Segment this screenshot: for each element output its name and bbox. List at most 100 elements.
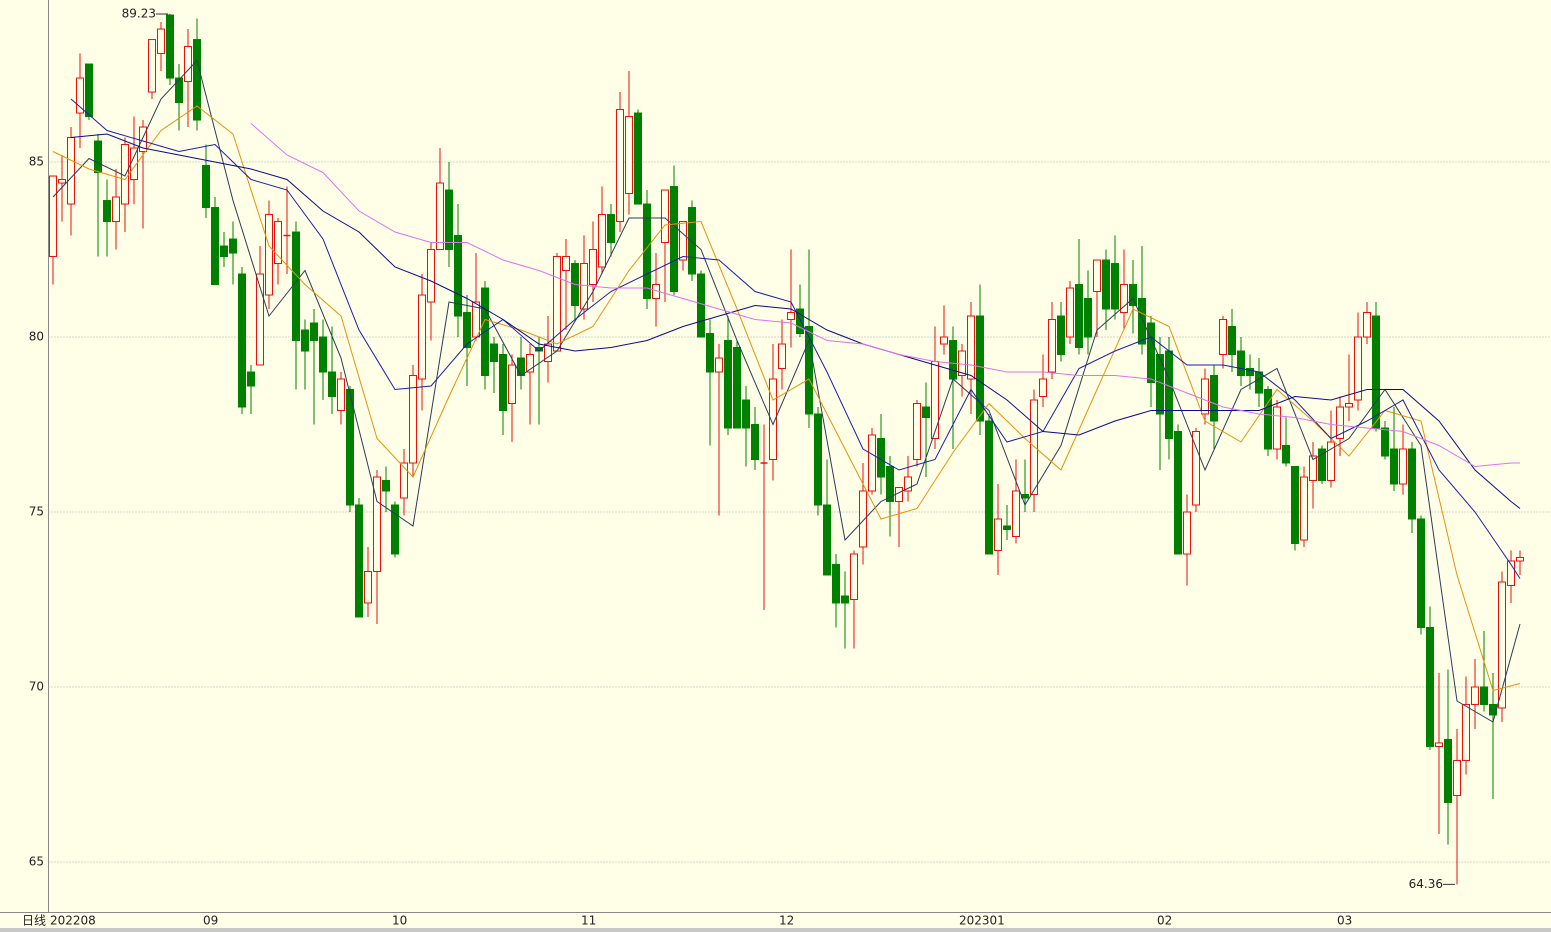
candle-body — [580, 263, 588, 310]
candle-body — [58, 179, 66, 184]
candle-body — [1246, 368, 1254, 377]
candle-body — [706, 333, 714, 373]
candle-body — [274, 221, 282, 265]
candle-body — [832, 563, 840, 604]
candle-body — [1174, 431, 1182, 555]
candle-body — [499, 354, 507, 412]
candle-body — [1453, 759, 1461, 796]
candle-body — [751, 424, 759, 460]
candle-body — [778, 343, 786, 370]
candle-body — [1480, 686, 1488, 705]
candle-body — [319, 336, 327, 373]
candle-body — [1183, 511, 1191, 555]
candle-body — [823, 504, 831, 576]
candle-body — [247, 371, 255, 387]
candle-body — [400, 462, 408, 499]
candle-body — [238, 273, 246, 408]
candle-body — [1291, 465, 1299, 544]
candle-body — [1471, 686, 1479, 705]
candle-body — [1300, 476, 1308, 541]
candle-body — [688, 207, 696, 275]
candle-body — [1255, 371, 1263, 394]
candle-body — [490, 343, 498, 363]
candle-body — [157, 28, 165, 55]
candle-body — [94, 140, 102, 174]
ma-line — [250, 123, 1520, 468]
period-label: 日线 — [22, 914, 46, 928]
candle-body — [796, 308, 804, 335]
candle-body — [508, 364, 516, 405]
candle-body — [886, 465, 894, 502]
x-tick-label: 202301 — [959, 914, 1005, 928]
candle-body — [184, 46, 192, 83]
candle-body — [670, 186, 678, 293]
candle-body — [49, 175, 57, 258]
candle-body — [1012, 490, 1020, 537]
candle-body — [445, 189, 453, 251]
candle-body — [1201, 378, 1209, 415]
candle-body — [589, 249, 597, 286]
candle-body — [193, 39, 201, 121]
candle-body — [346, 389, 354, 506]
candle-body — [1363, 312, 1371, 338]
candle-body — [1516, 556, 1524, 562]
candle-body — [976, 315, 984, 422]
candle-body — [1093, 259, 1101, 293]
candle-body — [967, 315, 975, 380]
candle-body — [175, 77, 183, 104]
candle-body — [454, 235, 462, 317]
candle-body — [1057, 315, 1065, 356]
candle-body — [211, 207, 219, 286]
candle-body — [1336, 406, 1344, 440]
candle-body — [1048, 319, 1056, 373]
candle-body — [292, 231, 300, 342]
y-tick-label: 65 — [29, 854, 44, 868]
candle-body — [625, 116, 633, 195]
candle-body — [994, 518, 1002, 551]
candle-body — [913, 403, 921, 460]
candle-body — [112, 196, 120, 223]
candle-body — [661, 189, 669, 244]
candle-body — [427, 249, 435, 303]
candle-body — [202, 165, 210, 209]
candle-body — [436, 182, 444, 251]
candle-body — [616, 109, 624, 223]
candle-body — [1129, 284, 1137, 307]
candle-body — [1120, 284, 1128, 314]
candle-body — [679, 221, 687, 261]
candle-body — [364, 570, 372, 604]
candle-body — [418, 294, 426, 380]
x-tick-label: 11 — [581, 914, 596, 928]
candle-body — [1354, 336, 1362, 401]
candle-body — [544, 343, 552, 363]
candle-body — [607, 214, 615, 244]
candle-body — [949, 340, 957, 380]
candle-body — [1426, 626, 1434, 747]
x-tick-label: 202208 — [50, 914, 96, 928]
candle-body — [1345, 403, 1353, 408]
candle-body — [103, 200, 111, 223]
candle-body — [1372, 315, 1380, 429]
candle-body — [220, 245, 228, 258]
candle-body — [1318, 448, 1326, 481]
y-tick-label: 75 — [29, 504, 44, 518]
candle-body — [1507, 560, 1515, 586]
candle-body — [409, 375, 417, 464]
candle-body — [922, 406, 930, 419]
candle-body — [1327, 441, 1335, 481]
candle-body — [868, 434, 876, 492]
candle-body — [1237, 350, 1245, 377]
candle-body — [1138, 298, 1146, 345]
candle-body — [1228, 326, 1236, 356]
candle-body — [373, 476, 381, 572]
candle-body — [1417, 518, 1425, 628]
candle-body — [382, 479, 390, 492]
candle-body — [355, 504, 363, 618]
ma-line — [70, 133, 1521, 509]
low-label: 64.36 — [1409, 877, 1443, 891]
candle-body — [643, 203, 651, 300]
candle-body — [985, 420, 993, 555]
candle-body — [598, 214, 606, 268]
candle-body — [1264, 389, 1272, 450]
candle-body — [1435, 742, 1443, 747]
